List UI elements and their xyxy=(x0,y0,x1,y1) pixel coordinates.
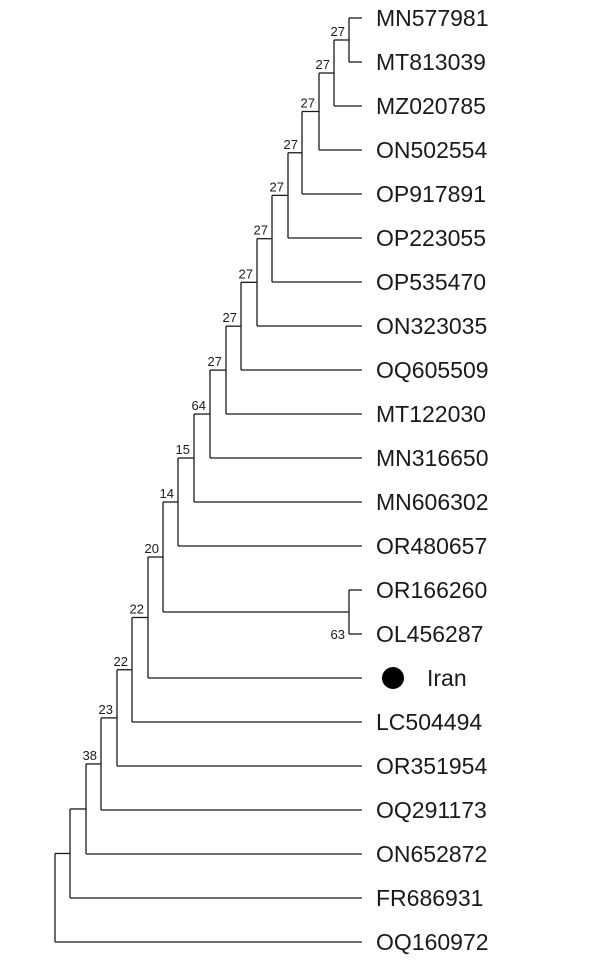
taxon-label: LC504494 xyxy=(376,709,482,735)
taxon-label: FR686931 xyxy=(376,885,483,911)
taxon-label: MN316650 xyxy=(376,445,489,471)
bootstrap-value: 27 xyxy=(316,57,330,72)
bootstrap-value: 27 xyxy=(223,310,237,325)
bootstrap-value: 14 xyxy=(160,486,174,501)
taxon-label: MN577981 xyxy=(376,5,489,31)
taxon-label: MZ020785 xyxy=(376,93,486,119)
bootstrap-value: 20 xyxy=(145,541,159,556)
taxon-label: OQ160972 xyxy=(376,929,489,955)
bootstrap-value: 64 xyxy=(192,398,206,413)
bootstrap-value: 22 xyxy=(114,654,128,669)
taxon-label: ON502554 xyxy=(376,137,487,163)
bootstrap-value: 27 xyxy=(301,96,315,111)
bootstrap-value: 27 xyxy=(331,24,345,39)
bootstrap-labels: 27 27 27 27 27 27 27 27 27 64 15 14 63 2… xyxy=(83,24,345,763)
bootstrap-value: 23 xyxy=(99,702,113,717)
tree-branches xyxy=(54,17,362,943)
bootstrap-value: 27 xyxy=(284,137,298,152)
taxon-label: OL456287 xyxy=(376,621,483,647)
taxon-label-iran: Iran xyxy=(427,665,467,691)
bootstrap-value: 15 xyxy=(176,442,190,457)
taxon-label: OQ605509 xyxy=(376,357,489,383)
taxon-label: OP223055 xyxy=(376,225,486,251)
taxon-labels: MN577981 MT813039 MZ020785 ON502554 OP91… xyxy=(376,5,489,955)
bootstrap-value: 27 xyxy=(270,179,284,194)
bootstrap-value: 63 xyxy=(331,627,345,642)
bootstrap-value: 38 xyxy=(83,748,97,763)
bootstrap-value: 27 xyxy=(254,223,268,238)
taxon-label: OR166260 xyxy=(376,577,487,603)
taxon-label: MT122030 xyxy=(376,401,486,427)
bootstrap-value: 27 xyxy=(239,266,253,281)
taxon-label: MN606302 xyxy=(376,489,489,515)
taxon-label: MT813039 xyxy=(376,49,486,75)
taxon-label: OP535470 xyxy=(376,269,486,295)
taxon-label: ON323035 xyxy=(376,313,487,339)
taxon-label: OR351954 xyxy=(376,753,487,779)
taxon-label: OP917891 xyxy=(376,181,486,207)
taxon-label: ON652872 xyxy=(376,841,487,867)
taxon-label: OR480657 xyxy=(376,533,487,559)
taxon-label: OQ291173 xyxy=(376,797,487,823)
bootstrap-value: 22 xyxy=(130,602,144,617)
bootstrap-value: 27 xyxy=(208,354,222,369)
filled-circle-icon xyxy=(382,667,404,689)
